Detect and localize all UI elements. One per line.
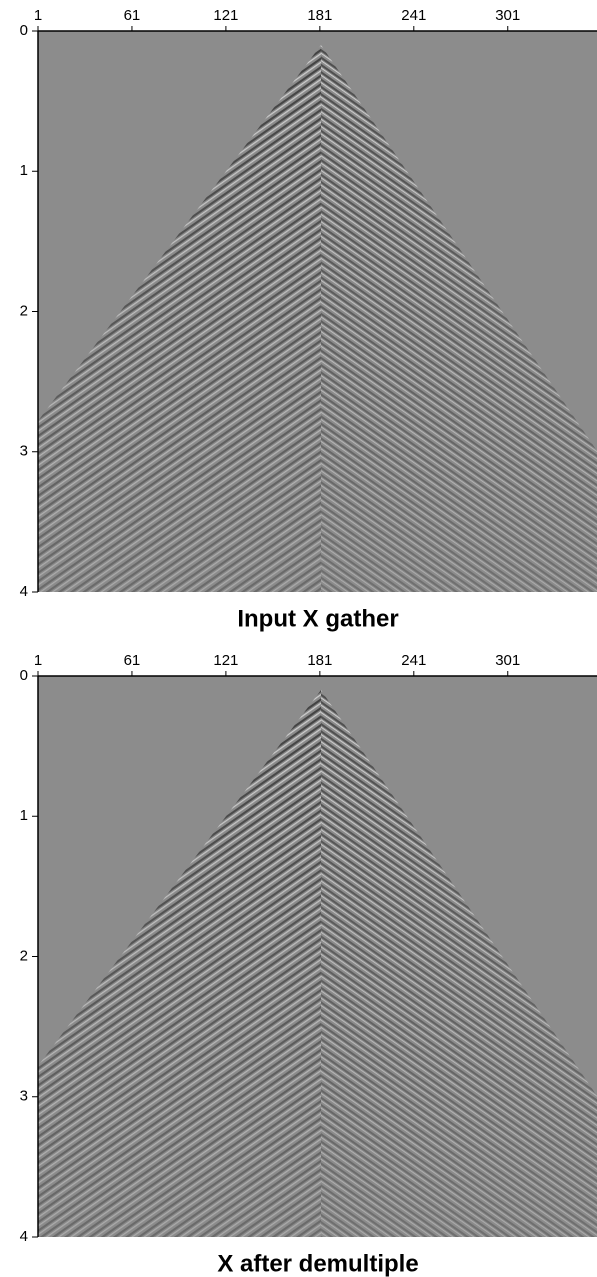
x-tick-label: 301	[495, 7, 520, 24]
x-tick-label: 241	[401, 652, 426, 669]
x-tick-label: 1	[34, 7, 42, 24]
x-tick-label: 181	[307, 7, 332, 24]
x-tick-label: 61	[124, 7, 141, 24]
panel-title: Input X gather	[237, 605, 398, 632]
y-tick-label: 0	[20, 667, 28, 684]
y-tick-label: 3	[20, 443, 28, 460]
x-tick-label: 121	[213, 7, 238, 24]
x-tick-label: 121	[213, 652, 238, 669]
y-tick-label: 2	[20, 302, 28, 319]
y-tick-label: 4	[20, 583, 28, 600]
y-tick-label: 3	[20, 1088, 28, 1105]
x-tick-label: 181	[307, 652, 332, 669]
y-tick-label: 4	[20, 1228, 28, 1245]
y-tick-label: 0	[20, 22, 28, 39]
x-tick-label: 241	[401, 7, 426, 24]
x-tick-label: 1	[34, 652, 42, 669]
panel-title: X after demultiple	[217, 1250, 418, 1277]
y-tick-label: 2	[20, 947, 28, 964]
seismic-fade	[38, 690, 597, 1237]
x-tick-label: 61	[124, 652, 141, 669]
y-tick-label: 1	[20, 807, 28, 824]
seismic-fade	[38, 45, 597, 592]
y-tick-label: 1	[20, 162, 28, 179]
x-tick-label: 301	[495, 652, 520, 669]
